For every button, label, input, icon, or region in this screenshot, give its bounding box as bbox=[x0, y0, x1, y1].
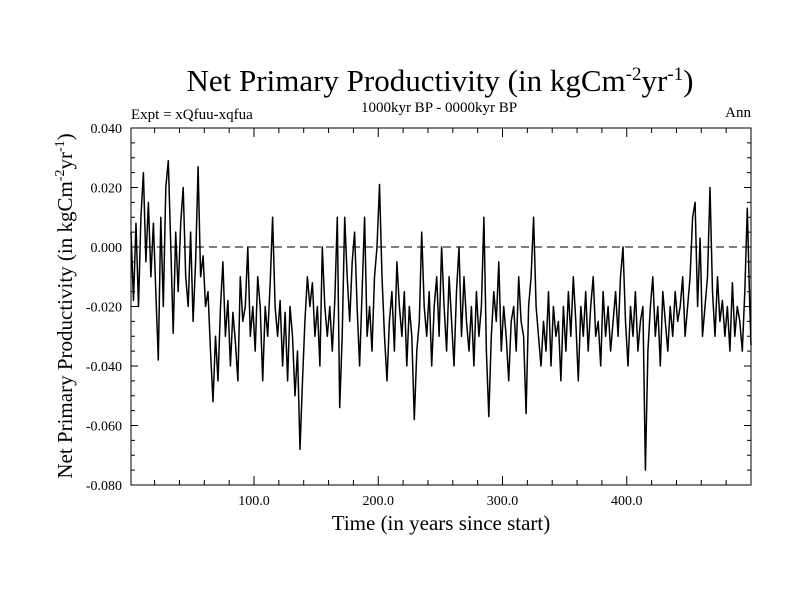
x-tick-label: 400.0 bbox=[611, 494, 643, 509]
experiment-label: Expt = xQfuu-xqfua bbox=[131, 107, 253, 123]
y-tick-label: -0.060 bbox=[86, 420, 122, 435]
series-layer bbox=[130, 159, 752, 471]
x-axis-label: Time (in years since start) bbox=[332, 511, 551, 535]
time-range-label: 1000kyr BP - 0000kyr BP bbox=[361, 100, 517, 116]
x-tick-label: 100.0 bbox=[238, 494, 270, 509]
series-line bbox=[130, 159, 752, 471]
y-tick-label: 0.020 bbox=[91, 182, 123, 197]
chart-title: Net Primary Productivity (in kgCm-2yr-1) bbox=[187, 63, 694, 98]
y-axis-label: Net Primary Productivity (in kgCm-2yr-1) bbox=[53, 133, 77, 478]
x-tick-label: 300.0 bbox=[487, 494, 519, 509]
plot-frame bbox=[130, 127, 752, 486]
y-tick-label: -0.020 bbox=[86, 301, 122, 316]
y-tick-label: -0.080 bbox=[86, 479, 122, 494]
tick-layer: -0.080 -0.060 -0.040 -0.020 0.000 0.020 0.040 1… bbox=[86, 122, 751, 509]
y-tick-label: 0.040 bbox=[91, 122, 123, 137]
y-tick-label: -0.040 bbox=[86, 360, 122, 375]
y-tick-label: 0.000 bbox=[91, 241, 123, 256]
season-label: Ann bbox=[725, 105, 751, 121]
x-tick-label: 200.0 bbox=[363, 494, 395, 509]
